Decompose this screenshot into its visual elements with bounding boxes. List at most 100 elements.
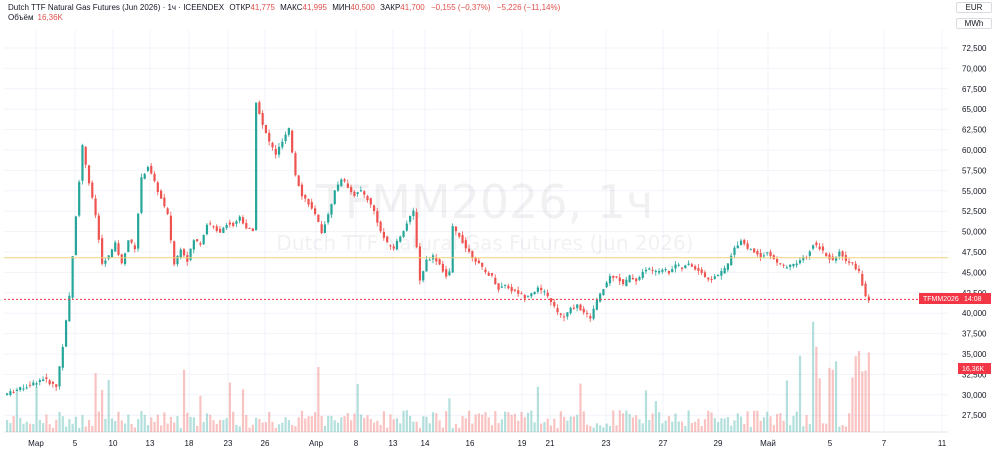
- x-tick-label: 5: [828, 439, 833, 448]
- x-tick-label: 29: [714, 439, 723, 448]
- volume-bar: [674, 413, 677, 432]
- volume-bar: [320, 416, 323, 432]
- y-tick-label: 60,000: [962, 146, 987, 155]
- volume-bar: [150, 417, 153, 432]
- low-value: 40,500: [350, 3, 375, 12]
- candle: [654, 269, 657, 276]
- volume-bar: [579, 383, 582, 432]
- candle: [812, 244, 815, 251]
- x-tick-label: 8: [354, 439, 359, 448]
- volume-bar: [238, 426, 241, 432]
- volume-bar: [19, 418, 22, 432]
- candle: [232, 221, 235, 228]
- candle: [268, 129, 271, 146]
- candle: [251, 228, 254, 232]
- volume-bar: [94, 373, 97, 432]
- volume-bar: [477, 413, 481, 432]
- volume-bar: [68, 419, 71, 432]
- x-tick-label: 27: [659, 439, 668, 448]
- volume-bar: [42, 423, 45, 432]
- candle: [615, 276, 618, 279]
- candle: [556, 304, 559, 315]
- time-axis[interactable]: Мар 5 10 13 18 23 26 Апр 8 13 14 16 19 21 23 27 29 Май 5 7 1…: [28, 439, 947, 448]
- volume-bar: [848, 413, 851, 432]
- candle: [664, 267, 667, 273]
- price-axis[interactable]: 72,500 70,000 67,500 65,000 62,500 60,000 57,5…: [962, 44, 987, 420]
- volume-bar: [694, 421, 697, 432]
- candle: [356, 191, 359, 197]
- candle: [648, 267, 651, 271]
- volume-bar: [520, 411, 523, 432]
- unit-button[interactable]: MWh: [956, 18, 992, 29]
- candle: [261, 110, 264, 129]
- candle: [661, 268, 664, 274]
- candle: [45, 373, 48, 383]
- volume-bar: [179, 427, 182, 432]
- volume-bar: [540, 423, 543, 432]
- volume-bar: [723, 418, 726, 432]
- volume-bar: [6, 420, 9, 432]
- candle: [467, 244, 471, 254]
- volume-bar: [500, 419, 503, 432]
- volume-bar: [405, 410, 408, 432]
- volume-bar: [87, 420, 91, 432]
- volume-bar: [569, 416, 572, 432]
- candle: [687, 260, 690, 266]
- x-tick-label: 13: [389, 439, 398, 448]
- x-tick-label: 5: [73, 439, 78, 448]
- volume-bar: [225, 418, 228, 432]
- volume-bar: [585, 424, 589, 432]
- volume-bar: [638, 419, 641, 432]
- volume-bar: [366, 415, 369, 432]
- candle: [638, 275, 641, 282]
- volume-bar: [815, 346, 818, 432]
- candle: [753, 248, 756, 253]
- volume-bar: [523, 417, 526, 432]
- volume-bar: [543, 422, 546, 432]
- candle: [287, 127, 290, 137]
- candle: [382, 228, 385, 241]
- candle: [772, 254, 775, 260]
- candle: [359, 186, 363, 193]
- volume-bar: [137, 419, 140, 432]
- volume-bar: [461, 415, 464, 432]
- volume-bar: [173, 422, 176, 432]
- candle: [241, 215, 245, 225]
- volume-bar: [818, 378, 821, 432]
- volume-bar: [399, 423, 402, 432]
- candles: [6, 100, 870, 397]
- y-tick-label: 27,500: [962, 411, 987, 420]
- currency-button[interactable]: EUR: [956, 2, 992, 13]
- volume-bar: [697, 418, 700, 432]
- candle: [703, 270, 707, 278]
- candle: [785, 265, 789, 269]
- candle: [392, 243, 395, 251]
- volume-bar: [782, 420, 785, 432]
- candle: [445, 265, 448, 279]
- volume-bar: [359, 414, 363, 432]
- x-tick-label: 21: [546, 439, 555, 448]
- volume-bar: [710, 412, 713, 432]
- candle: [730, 253, 733, 266]
- volume-bar: [255, 417, 258, 432]
- candle: [798, 257, 802, 265]
- candle: [464, 237, 467, 253]
- x-tick-label: 16: [466, 439, 475, 448]
- volume-bar: [212, 420, 215, 432]
- volume-bar: [658, 412, 661, 432]
- volume-bar: [618, 410, 621, 432]
- y-tick-label: 52,500: [962, 207, 987, 216]
- y-tick-label: 62,500: [962, 126, 987, 135]
- candle: [313, 205, 317, 216]
- volume-bar: [733, 420, 736, 432]
- volume-bar: [707, 410, 710, 432]
- candle: [671, 265, 674, 273]
- volume-bar: [713, 418, 716, 432]
- volume-bar: [209, 414, 212, 432]
- volume-bars: [6, 321, 870, 432]
- candle: [74, 215, 78, 256]
- volume-bar: [775, 414, 779, 432]
- volume-bar: [163, 412, 166, 432]
- volume-bar: [64, 426, 68, 432]
